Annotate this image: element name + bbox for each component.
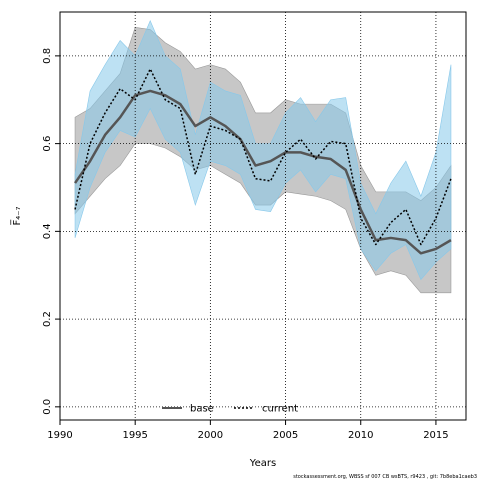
y-tick-label: 0.4 <box>42 223 53 239</box>
x-tick-label: 2000 <box>198 430 223 441</box>
y-tick-label: 0.6 <box>42 136 53 152</box>
confidence-bands <box>74 20 452 294</box>
y-tick-label: 0.8 <box>42 48 53 64</box>
x-axis-title: Years <box>249 458 276 469</box>
x-axis: 1990 1995 2000 2005 2010 2015 <box>47 420 449 441</box>
band-current <box>74 20 452 281</box>
legend-label-base: base <box>190 404 214 415</box>
y-axis: 0.0 0.2 0.4 0.6 0.8 <box>42 48 60 415</box>
x-tick-label: 2005 <box>273 430 298 441</box>
line-base <box>74 89 452 255</box>
legend: base current <box>162 404 298 415</box>
x-tick-label: 2015 <box>423 430 448 441</box>
footnote: stockassessment.org, WBSS sf 007 CB wsBT… <box>293 474 477 480</box>
x-tick-label: 2010 <box>348 430 373 441</box>
y-axis-title: F̅₄₋₇ <box>10 206 23 225</box>
y-tick-label: 0.2 <box>42 311 53 327</box>
y-tick-label: 0.0 <box>42 399 53 415</box>
x-tick-label: 1995 <box>122 430 147 441</box>
series-lines <box>74 68 452 255</box>
x-tick-label: 1990 <box>47 430 72 441</box>
legend-label-current: current <box>262 404 298 415</box>
plot-frame <box>59 11 467 421</box>
